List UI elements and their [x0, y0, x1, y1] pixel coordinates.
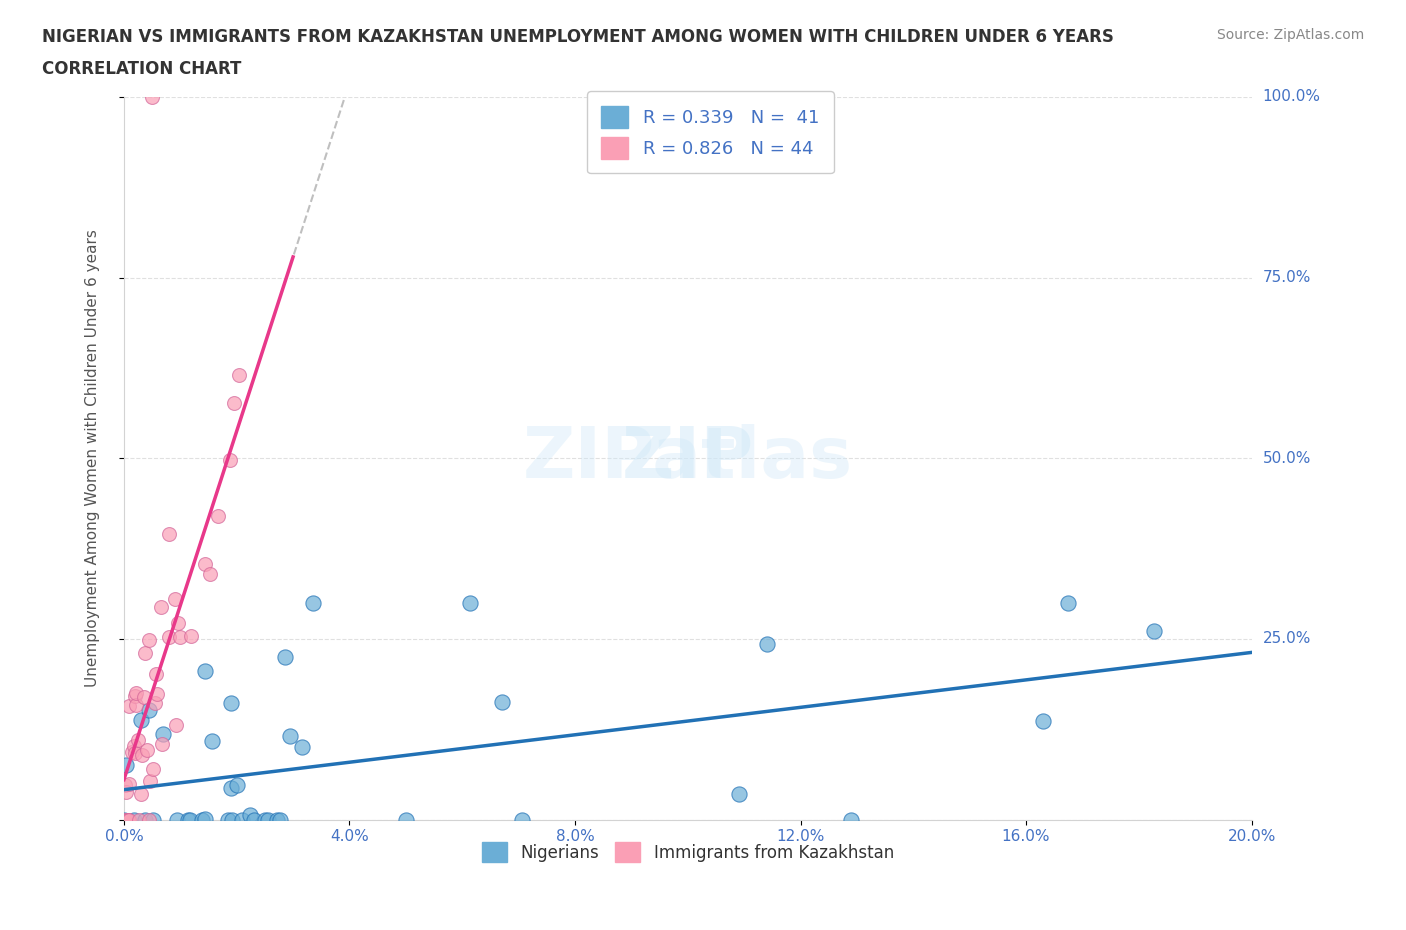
Point	[458, 595, 481, 610]
Point	[115, 758, 138, 773]
Point	[121, 744, 143, 759]
Point	[143, 696, 166, 711]
Point	[157, 526, 180, 541]
Point	[254, 812, 277, 827]
Point	[132, 689, 155, 704]
Point	[190, 812, 212, 827]
Point	[201, 734, 224, 749]
Text: ZIPatlas: ZIPatlas	[523, 424, 853, 493]
Point	[117, 812, 139, 827]
Point	[194, 556, 217, 571]
Point	[510, 812, 533, 827]
Point	[139, 773, 162, 788]
Point	[243, 812, 266, 827]
Point	[134, 812, 156, 827]
Text: NIGERIAN VS IMMIGRANTS FROM KAZAKHSTAN UNEMPLOYMENT AMONG WOMEN WITH CHILDREN UN: NIGERIAN VS IMMIGRANTS FROM KAZAKHSTAN U…	[42, 28, 1114, 46]
Point	[114, 777, 136, 792]
Point	[131, 748, 153, 763]
Point	[152, 737, 174, 751]
Y-axis label: Unemployment Among Women with Children Under 6 years: Unemployment Among Women with Children U…	[86, 230, 100, 687]
Point	[491, 695, 513, 710]
Text: ZIP: ZIP	[621, 424, 754, 493]
Text: 50.0%: 50.0%	[1263, 451, 1310, 466]
Point	[207, 509, 229, 524]
Point	[115, 785, 138, 800]
Text: 25.0%: 25.0%	[1263, 631, 1310, 646]
Point	[239, 807, 262, 822]
Point	[194, 812, 217, 827]
Point	[138, 632, 160, 647]
Point	[217, 812, 239, 827]
Point	[728, 787, 751, 802]
Point	[117, 777, 139, 791]
Point	[166, 812, 188, 827]
Point	[115, 812, 138, 827]
Point	[124, 812, 146, 827]
Point	[146, 686, 169, 701]
Point	[1143, 623, 1166, 638]
Point	[274, 649, 297, 664]
Point	[395, 812, 418, 827]
Point	[138, 703, 160, 718]
Point	[142, 812, 165, 827]
Point	[1057, 595, 1080, 610]
Point	[219, 781, 242, 796]
Point	[125, 686, 148, 701]
Point	[301, 595, 323, 610]
Point	[150, 600, 173, 615]
Point	[127, 733, 149, 748]
Point	[839, 812, 862, 827]
Point	[124, 689, 146, 704]
Point	[219, 696, 242, 711]
Point	[157, 630, 180, 644]
Point	[124, 698, 146, 712]
Point	[269, 812, 291, 827]
Point	[222, 395, 245, 410]
Point	[165, 718, 187, 733]
Text: CORRELATION CHART: CORRELATION CHART	[42, 60, 242, 78]
Point	[228, 367, 250, 382]
Point	[141, 762, 163, 777]
Point	[180, 629, 202, 644]
Point	[114, 812, 136, 827]
Point	[138, 812, 160, 827]
Point	[136, 742, 159, 757]
Point	[194, 664, 217, 679]
Point	[278, 728, 301, 743]
Point	[291, 740, 314, 755]
Point	[124, 739, 146, 754]
Point	[166, 616, 188, 631]
Point	[124, 745, 146, 760]
Point	[141, 89, 163, 104]
Point	[169, 630, 191, 644]
Point	[200, 566, 222, 581]
Point	[128, 812, 150, 827]
Text: 100.0%: 100.0%	[1263, 89, 1320, 104]
Point	[179, 812, 201, 827]
Point	[266, 812, 288, 827]
Point	[219, 453, 242, 468]
Point	[177, 812, 200, 827]
Point	[221, 812, 243, 827]
Point	[163, 591, 186, 606]
Point	[112, 812, 135, 827]
Point	[118, 812, 141, 827]
Point	[134, 646, 156, 661]
Point	[145, 667, 167, 682]
Legend: Nigerians, Immigrants from Kazakhstan: Nigerians, Immigrants from Kazakhstan	[475, 835, 901, 869]
Point	[257, 812, 280, 827]
Point	[1032, 714, 1054, 729]
Point	[129, 712, 152, 727]
Point	[231, 812, 253, 827]
Point	[226, 777, 249, 792]
Point	[152, 727, 174, 742]
Point	[755, 637, 778, 652]
Point	[118, 698, 141, 713]
Text: Source: ZipAtlas.com: Source: ZipAtlas.com	[1216, 28, 1364, 42]
Text: 75.0%: 75.0%	[1263, 270, 1310, 286]
Point	[129, 787, 152, 802]
